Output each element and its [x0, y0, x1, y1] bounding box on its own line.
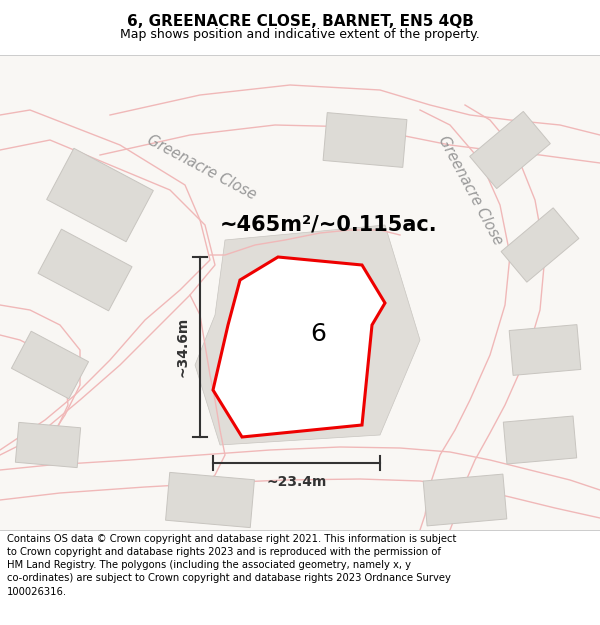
Text: ~34.6m: ~34.6m — [176, 317, 190, 377]
Polygon shape — [470, 111, 550, 189]
Polygon shape — [47, 148, 154, 242]
Text: 6, GREENACRE CLOSE, BARNET, EN5 4QB: 6, GREENACRE CLOSE, BARNET, EN5 4QB — [127, 14, 473, 29]
Polygon shape — [503, 416, 577, 464]
Polygon shape — [323, 112, 407, 168]
Text: 6: 6 — [310, 322, 326, 346]
Text: ~465m²/~0.115ac.: ~465m²/~0.115ac. — [220, 215, 437, 235]
Text: Greenacre Close: Greenacre Close — [435, 133, 505, 247]
Polygon shape — [0, 55, 600, 530]
Text: ~23.4m: ~23.4m — [266, 475, 326, 489]
Text: Contains OS data © Crown copyright and database right 2021. This information is : Contains OS data © Crown copyright and d… — [7, 534, 457, 597]
Polygon shape — [509, 324, 581, 376]
Text: Greenacre Close: Greenacre Close — [145, 132, 259, 202]
Polygon shape — [195, 225, 420, 445]
Polygon shape — [237, 303, 353, 387]
Polygon shape — [11, 331, 89, 399]
Polygon shape — [38, 229, 132, 311]
Text: Map shows position and indicative extent of the property.: Map shows position and indicative extent… — [120, 28, 480, 41]
Polygon shape — [501, 208, 579, 282]
Polygon shape — [166, 472, 254, 528]
Polygon shape — [423, 474, 507, 526]
Polygon shape — [16, 422, 80, 468]
Polygon shape — [213, 257, 385, 437]
